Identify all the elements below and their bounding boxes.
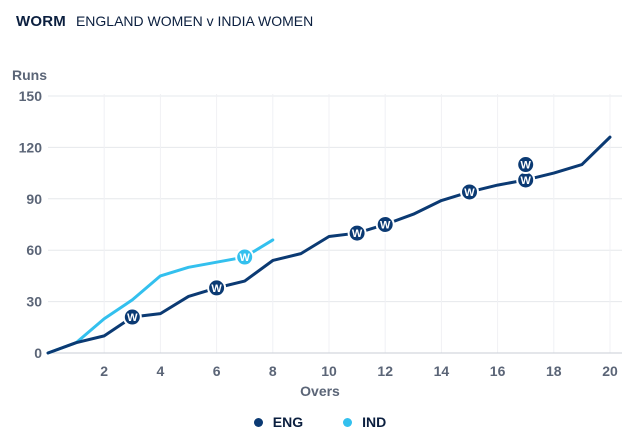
chart-subtitle: ENGLAND WOMEN v INDIA WOMEN — [75, 13, 314, 29]
legend-label-eng: ENG — [272, 414, 304, 430]
wicket-label: W — [521, 175, 532, 187]
x-axis-label: Overs — [300, 383, 340, 399]
x-tick-label: 10 — [321, 363, 337, 379]
chart-title: WORM — [16, 13, 66, 30]
wicket-marker-eng — [375, 215, 395, 234]
x-tick-label: 18 — [546, 363, 562, 379]
wicket-label: W — [464, 187, 475, 199]
wicket-label: W — [352, 228, 363, 240]
wicket-label: W — [240, 252, 251, 264]
legend-marker-eng — [253, 417, 263, 427]
x-tick-label: 14 — [434, 363, 450, 379]
wicket-label: W — [127, 312, 138, 324]
wicket-label: W — [521, 160, 532, 172]
legend-label-ind: IND — [362, 414, 387, 430]
chart-header: WORM ENGLAND WOMEN v INDIA WOMEN — [16, 13, 313, 37]
worm-chart: 0 30 60 90 120 150 2 4 6 8 10 12 14 16 18 20 Runs Overs W… — [12, 67, 622, 399]
x-tick-label: 8 — [269, 363, 277, 379]
x-tick-label: 20 — [602, 363, 618, 379]
wicket-marker-eng — [460, 182, 479, 202]
wicket-marker-eng — [516, 155, 536, 175]
y-axis-label: Runs — [12, 67, 47, 83]
y-tick-label: 120 — [19, 139, 43, 155]
x-tick-label: 16 — [490, 363, 506, 379]
wicket-marker-eng — [347, 223, 367, 243]
legend-item-ind[interactable]: IND — [343, 414, 386, 430]
wicket-label: W — [380, 220, 391, 232]
x-tick-label: 12 — [377, 363, 393, 379]
series-line-ind — [46, 238, 275, 355]
legend-item-eng[interactable]: ENG — [253, 414, 304, 430]
wicket-marker-eng — [122, 307, 142, 327]
wicket-marker-eng — [207, 278, 227, 298]
y-tick-label: 90 — [26, 191, 42, 207]
y-tick-label: 150 — [19, 88, 43, 104]
x-tick-label: 4 — [157, 363, 165, 379]
x-tick-label: 2 — [100, 363, 108, 379]
wicket-marker-ind — [235, 247, 255, 267]
x-tick-label: 6 — [213, 363, 221, 379]
y-tick-label: 0 — [34, 345, 42, 361]
y-tick-label: 60 — [26, 242, 42, 258]
axes: 0 30 60 90 120 150 2 4 6 8 10 12 14 16 18 20 Runs Overs — [12, 67, 622, 399]
legend-marker-ind — [343, 417, 353, 427]
y-tick-label: 30 — [26, 294, 42, 310]
legend: ENG IND — [0, 414, 640, 430]
wicket-label: W — [211, 283, 222, 295]
